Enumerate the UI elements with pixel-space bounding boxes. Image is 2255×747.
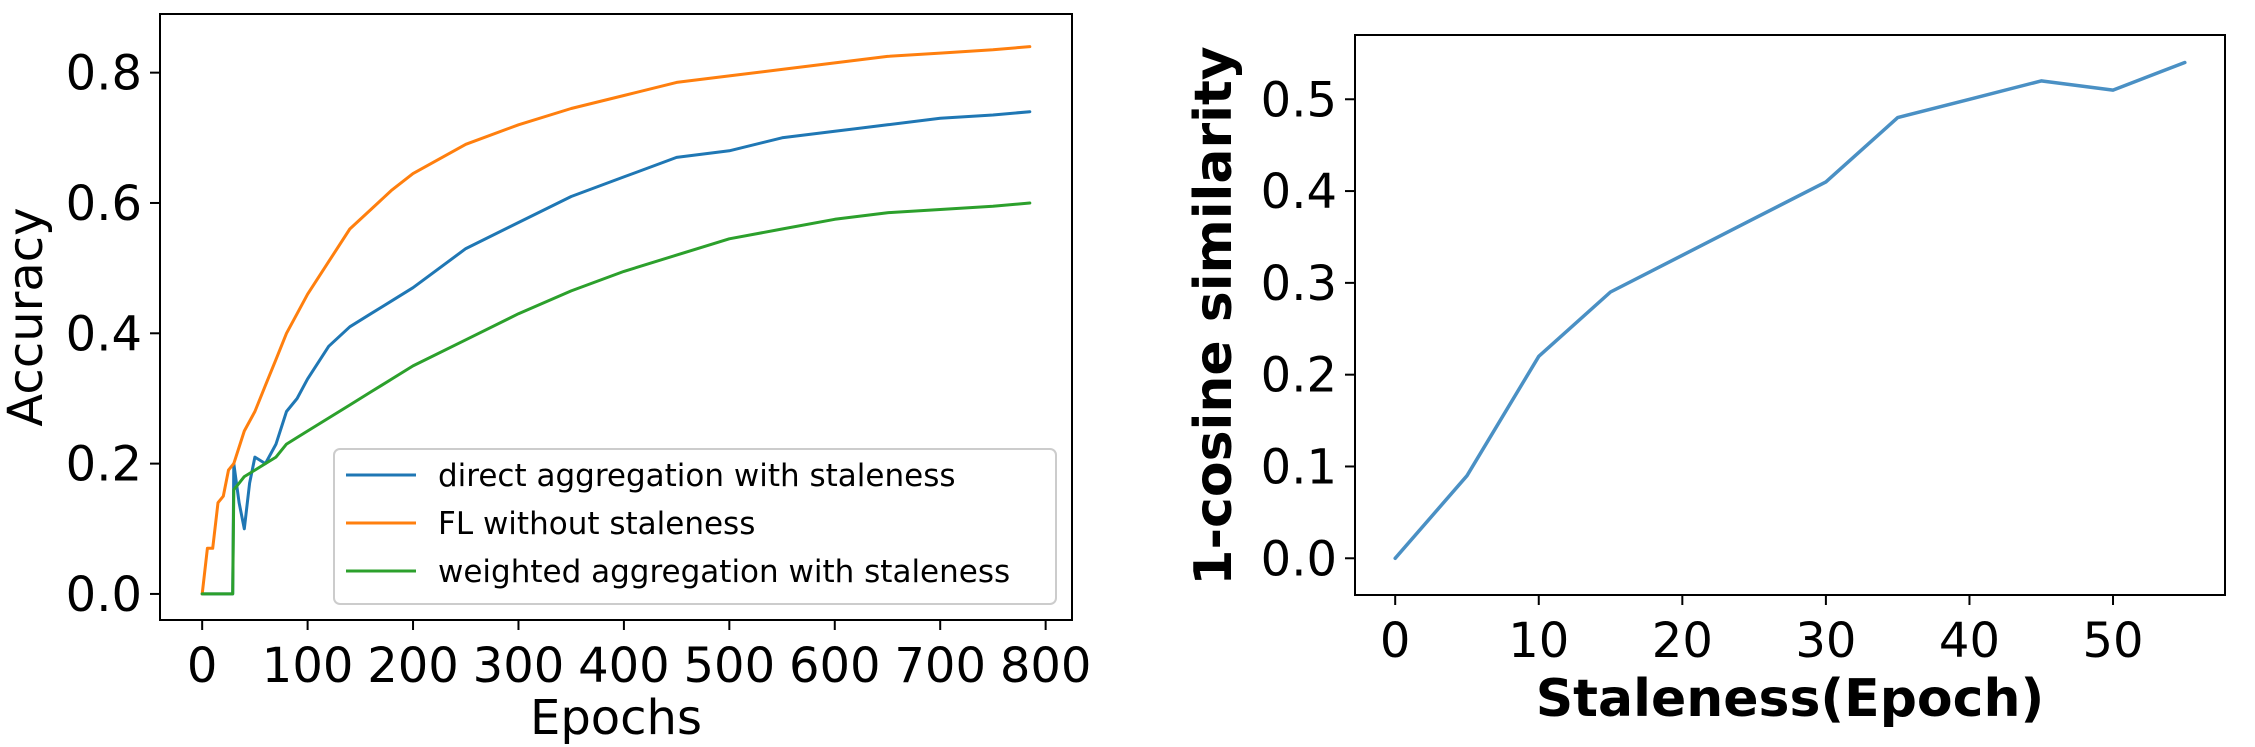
cosine-x-tick-label-0: 0 [1380,613,1411,669]
accuracy-y-tick-label-1: 0.2 [66,437,142,493]
accuracy-x-axis-label: Epochs [530,690,702,746]
accuracy-x-tick-label-5: 500 [684,638,776,694]
legend-box [333,448,1057,605]
accuracy-x-tick-label-1: 100 [262,638,354,694]
accuracy-x-tick-label-2: 200 [367,638,459,694]
accuracy-x-tick-label-3: 300 [473,638,565,694]
cosine-x-tick-label-5: 50 [2082,613,2143,669]
accuracy-y-tick-label-2: 0.4 [66,306,142,362]
cosine-y-tick-label-3: 0.3 [1261,256,1337,312]
cosine-series-line-0 [1393,60,2187,561]
accuracy-y-tick-label-4: 0.8 [66,46,142,102]
cosine-y-tick-label-5: 0.5 [1261,72,1337,128]
cosine-y-tick-label-4: 0.4 [1261,164,1337,220]
accuracy-series-line-0 [200,110,1032,596]
accuracy-plot-frame [159,13,1073,621]
accuracy-x-tick-label-7: 700 [894,638,986,694]
accuracy-series-line-1 [200,45,1032,596]
cosine-x-tick-label-4: 40 [1939,613,2000,669]
accuracy-y-tick-label-0: 0.0 [66,567,142,623]
accuracy-x-tick-label-4: 400 [578,638,670,694]
cosine-plot-frame [1354,34,2226,596]
accuracy-x-tick-label-6: 600 [789,638,881,694]
legend-label-weighted: weighted aggregation with staleness [438,554,1010,590]
cosine-x-tick-label-1: 10 [1508,613,1569,669]
accuracy-x-tick-label-0: 0 [187,638,218,694]
cosine-y-tick-label-0: 0.0 [1261,531,1337,587]
accuracy-y-tick-label-3: 0.6 [66,176,142,232]
cosine-y-axis-label: 1-cosine similarity [1184,46,1244,585]
accuracy-x-tick-label-8: 800 [1000,638,1092,694]
accuracy-series-line-2 [200,201,1032,596]
cosine-x-axis-label: Staleness(Epoch) [1536,669,2045,729]
legend-label-direct: direct aggregation with staleness [438,458,956,494]
cosine-y-tick-label-2: 0.2 [1261,348,1337,404]
cosine-x-tick-label-2: 20 [1652,613,1713,669]
legend-label-fl: FL without staleness [438,506,755,542]
cosine-y-tick-label-1: 0.1 [1261,439,1337,495]
accuracy-chart: 0 100 200 300 400 500 600 700 800 0.0 0.2 0.4 0.6 0.… [0,13,1092,746]
accuracy-y-axis-label: Accuracy [0,207,54,426]
cosine-x-tick-label-3: 30 [1795,613,1856,669]
legend: direct aggregation with staleness FL wit… [333,448,1057,605]
cosine-chart: 0 10 20 30 40 50 0.0 0.1 0.2 0.3 0.4 0.5 Staleness… [1184,34,2226,729]
